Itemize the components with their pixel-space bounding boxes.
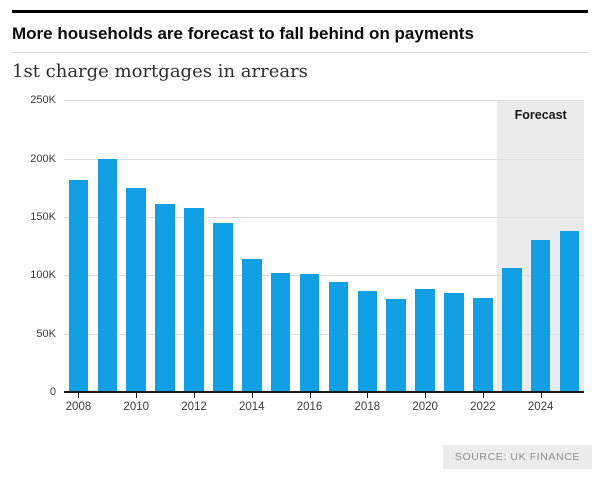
gridline-50K [64,333,584,335]
x-tick-2008 [78,393,80,399]
forecast-label: Forecast [514,108,567,123]
chart-title: More households are forecast to fall beh… [12,24,474,43]
bar-2010 [126,187,147,393]
gridline-200K [64,158,584,160]
x-tick-2022 [482,393,484,399]
x-axis-label: 2010 [123,401,150,414]
bar-2014 [241,259,262,393]
bar-2017 [328,282,349,393]
x-tick-2020 [425,393,427,399]
y-axis-label: 0 [49,386,56,399]
bar-2024 [530,240,551,393]
gridline-250K [64,100,584,102]
bar-2018 [357,290,378,393]
gridline-100K [64,275,584,277]
x-axis-label: 2014 [238,401,265,414]
bar-2013 [213,222,233,393]
bar-2022 [473,297,493,393]
title-divider [12,52,588,54]
bar-2021 [444,292,464,393]
x-axis-label: 2024 [527,401,554,414]
x-axis-label: 2022 [470,401,496,414]
x-axis-label: 2008 [65,401,92,414]
bar-2009 [97,158,118,393]
chart-subtitle: 1st charge mortgages in arrears [12,61,308,83]
top-rule [12,10,588,13]
source-strip: SOURCE: UK FINANCE [442,445,592,469]
y-axis-label: 250K [30,94,56,107]
bar-2012 [184,207,204,393]
x-axis-line [64,391,584,394]
y-axis-label: 100K [30,269,56,282]
bar-2008 [68,179,89,393]
y-axis-label: 200K [30,152,56,165]
source-label: SOURCE: UK FINANCE [454,451,580,463]
x-tick-2012 [194,393,195,399]
bar-2016 [299,274,320,393]
x-tick-2018 [367,393,369,399]
bar-2020 [415,289,435,393]
y-axis-label: 50K [36,327,56,340]
x-axis-label: 2018 [354,401,381,414]
bar-2023 [501,268,522,393]
y-axis-label: 150K [30,211,56,224]
x-axis-label: 2016 [296,401,323,414]
bar-2025 [559,231,580,393]
x-tick-2010 [136,393,138,399]
bar-2015 [270,273,291,393]
bar-2011 [155,204,175,393]
chart-area: Forecast 0 50K 100K 150K 200K 250K 2008 2010 2012… [12,90,588,422]
bar-2019 [386,298,407,393]
x-axis-label: 2020 [412,401,438,414]
plot-area: Forecast 0 50K 100K 150K 200K 250K 2008 2010 2012… [30,94,584,413]
gridline-150K [64,217,584,219]
x-tick-2014 [251,393,253,399]
x-axis-label: 2012 [181,401,207,414]
x-tick-2024 [540,393,542,399]
x-tick-2016 [309,393,311,399]
